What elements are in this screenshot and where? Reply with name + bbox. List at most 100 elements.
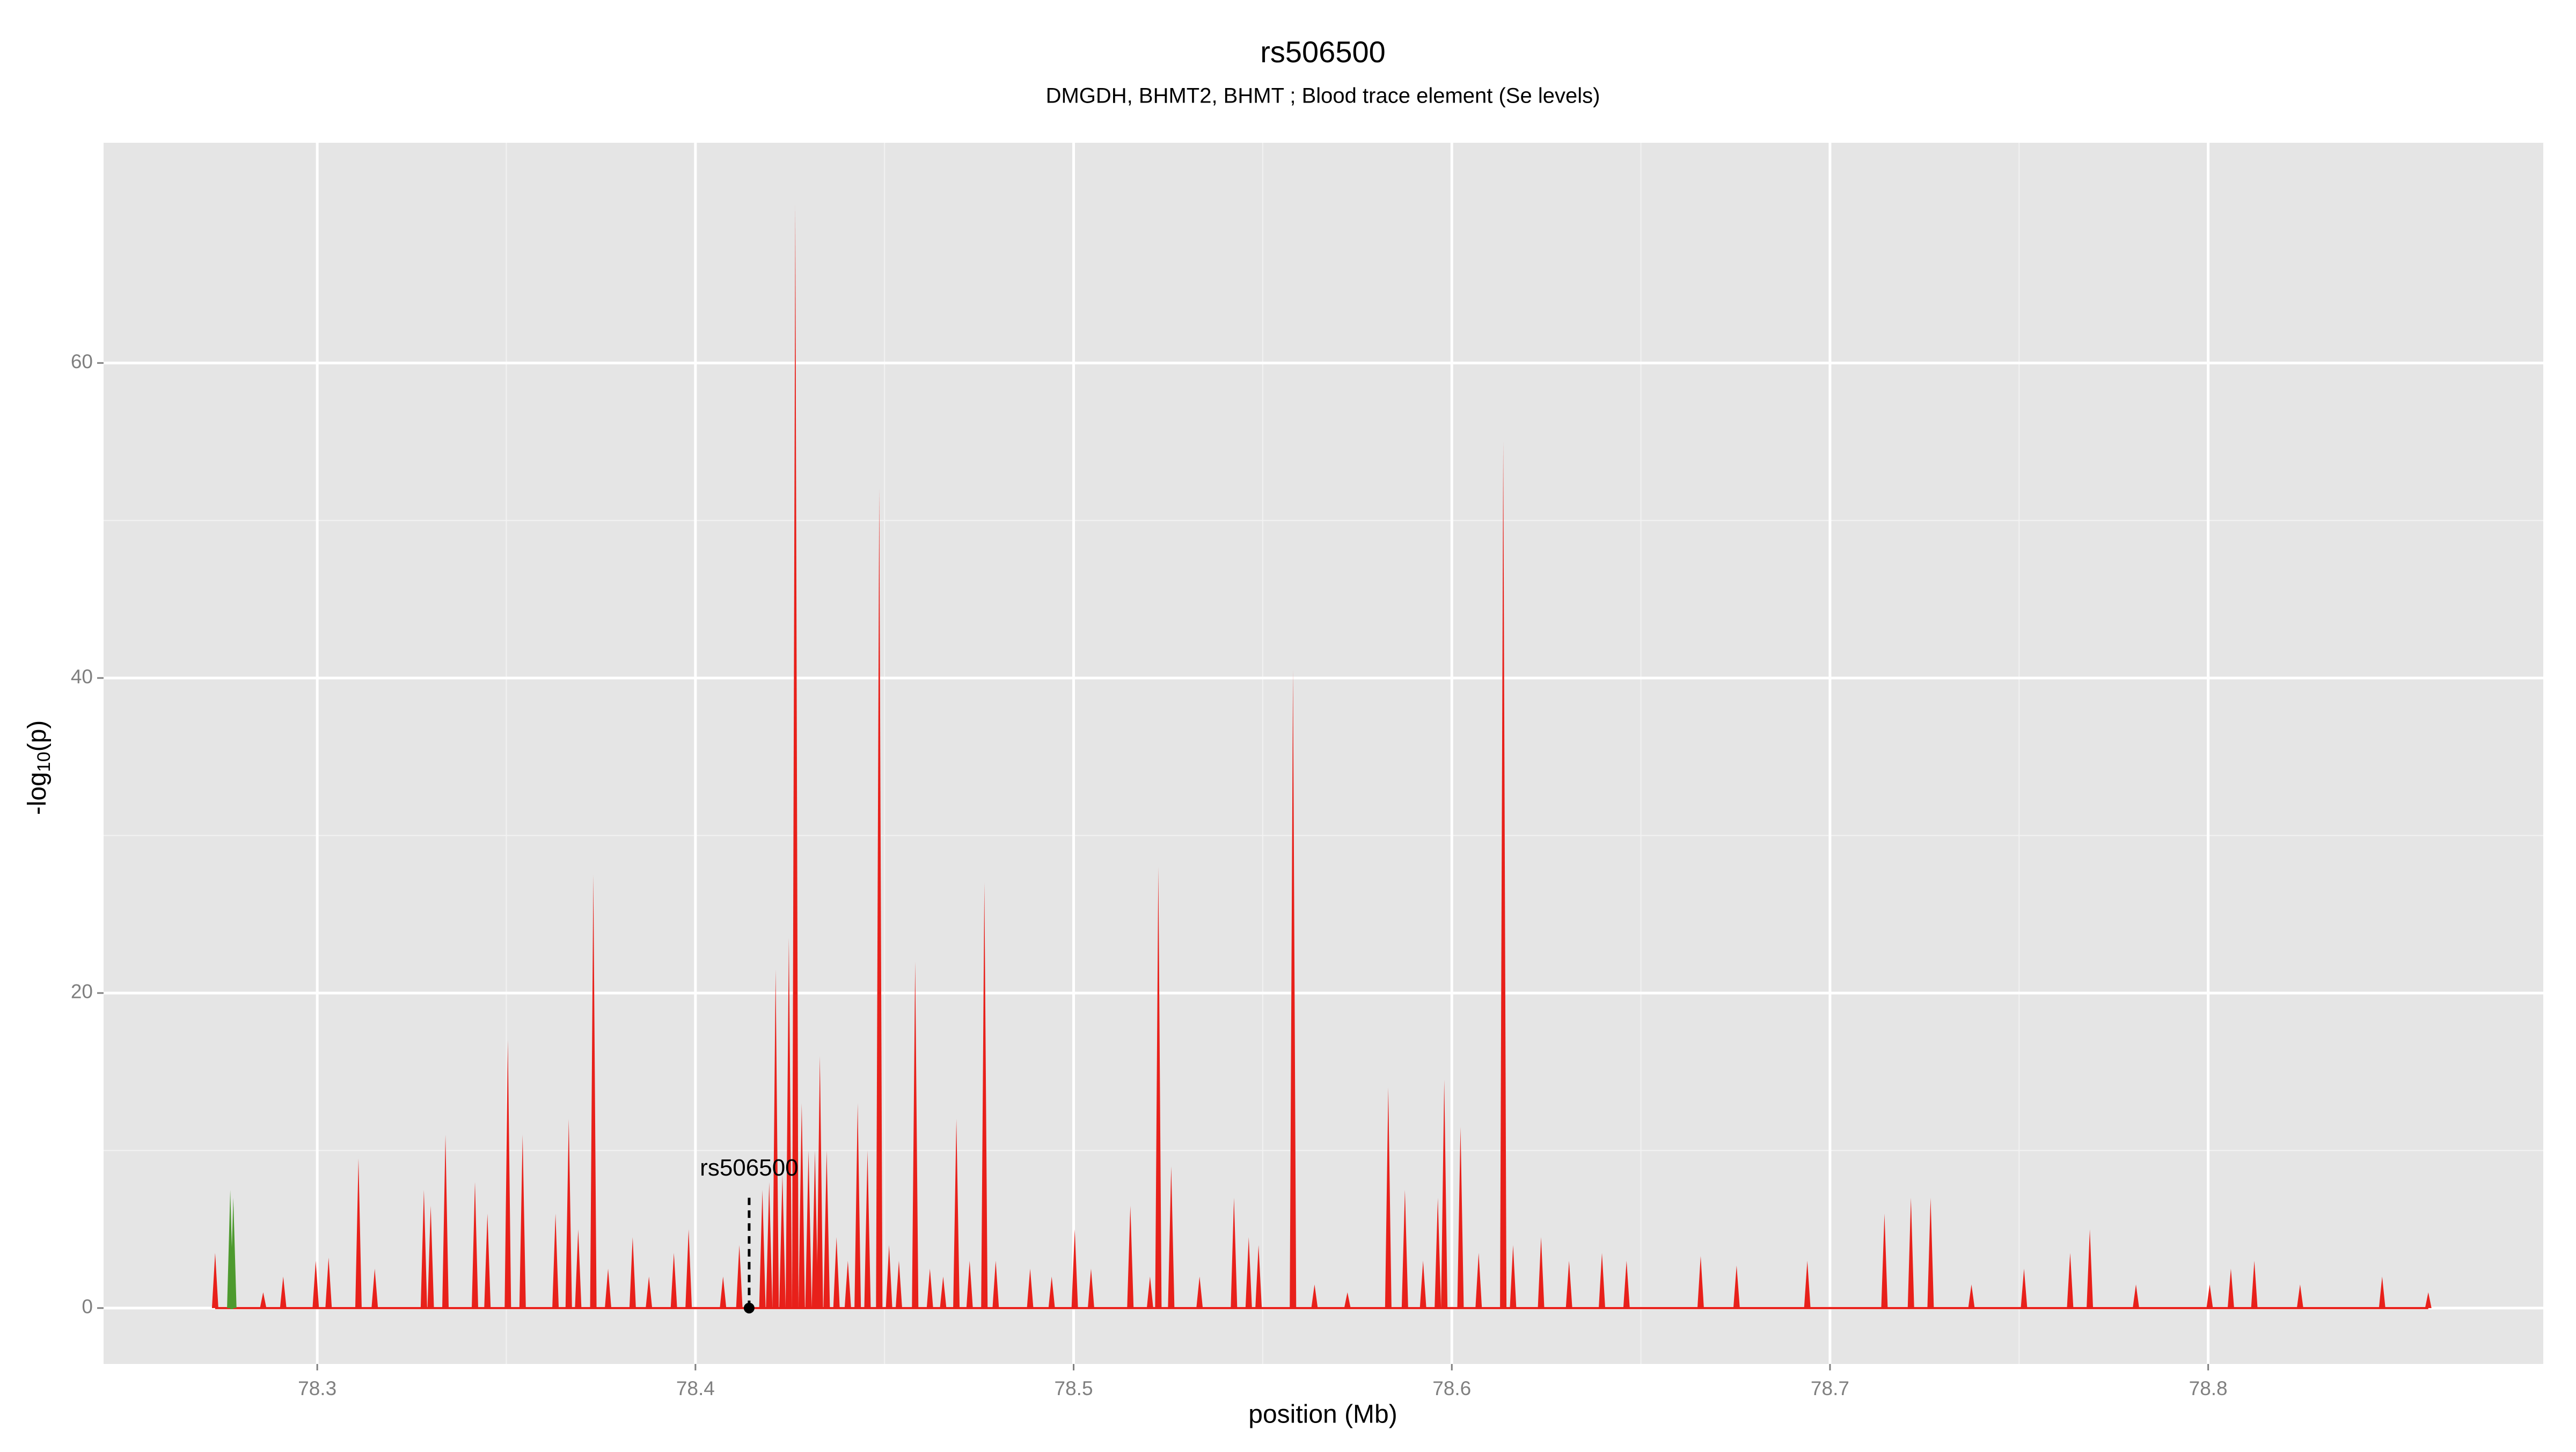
spike bbox=[1048, 1276, 1055, 1308]
spike bbox=[1697, 1256, 1704, 1308]
spike bbox=[895, 1260, 902, 1308]
spike bbox=[2067, 1253, 2074, 1308]
spike bbox=[1401, 1190, 1408, 1308]
spike bbox=[1623, 1260, 1630, 1308]
y-axis-title-subscript: 10 bbox=[34, 751, 54, 772]
spike bbox=[442, 1135, 449, 1308]
spike bbox=[966, 1260, 973, 1308]
spike bbox=[766, 1182, 773, 1308]
spike bbox=[504, 1040, 511, 1308]
y-axis-title-base: -log bbox=[23, 772, 52, 815]
spike bbox=[2087, 1229, 2094, 1308]
spike bbox=[864, 1150, 871, 1308]
spike bbox=[816, 1056, 823, 1308]
spike bbox=[1155, 867, 1162, 1308]
spike bbox=[1510, 1245, 1517, 1308]
spike bbox=[1419, 1260, 1426, 1308]
spike bbox=[2251, 1260, 2258, 1308]
spike bbox=[940, 1276, 947, 1308]
chart-subtitle: DMGDH, BHMT2, BHMT ; Blood trace element… bbox=[1046, 84, 1600, 108]
spike bbox=[854, 1103, 861, 1308]
x-tick-label: 78.5 bbox=[1055, 1377, 1093, 1399]
spike bbox=[1027, 1268, 1034, 1308]
spike bbox=[2133, 1284, 2140, 1308]
spike bbox=[1804, 1260, 1811, 1308]
spike bbox=[1311, 1284, 1318, 1308]
spike bbox=[1881, 1213, 1888, 1308]
spike bbox=[1344, 1292, 1351, 1308]
spike bbox=[720, 1276, 727, 1308]
spike bbox=[2379, 1276, 2385, 1308]
spike bbox=[823, 1150, 830, 1308]
spike bbox=[575, 1229, 582, 1308]
spike bbox=[1245, 1237, 1252, 1308]
spike bbox=[1196, 1276, 1203, 1308]
spike bbox=[759, 1190, 766, 1308]
y-axis-title: -log10(p) bbox=[23, 720, 54, 815]
annotation-point bbox=[743, 1302, 755, 1314]
chart-title: rs506500 bbox=[1260, 35, 1386, 69]
x-axis-title: position (Mb) bbox=[1248, 1400, 1397, 1429]
y-tick-label: 20 bbox=[71, 981, 93, 1003]
spike bbox=[1255, 1245, 1262, 1308]
x-tick-label: 78.6 bbox=[1432, 1377, 1471, 1399]
spike bbox=[779, 1174, 786, 1308]
spike bbox=[552, 1213, 559, 1308]
spike bbox=[844, 1260, 851, 1308]
spike bbox=[484, 1213, 491, 1308]
spike bbox=[992, 1260, 999, 1308]
spike bbox=[1231, 1198, 1238, 1308]
spike bbox=[519, 1135, 526, 1308]
spike bbox=[805, 1150, 812, 1308]
x-tick-label: 78.3 bbox=[298, 1377, 336, 1399]
x-tick-label: 78.8 bbox=[2189, 1377, 2228, 1399]
spike bbox=[685, 1229, 692, 1308]
spike bbox=[1435, 1198, 1441, 1308]
spike bbox=[1475, 1253, 1482, 1308]
spike bbox=[590, 874, 597, 1308]
spike bbox=[1385, 1088, 1392, 1308]
spike bbox=[2206, 1284, 2213, 1308]
spike bbox=[2425, 1292, 2432, 1308]
spike bbox=[811, 1150, 818, 1308]
spike bbox=[1538, 1237, 1545, 1308]
spike bbox=[1087, 1268, 1094, 1308]
spike bbox=[833, 1237, 840, 1308]
spike bbox=[472, 1182, 479, 1308]
spike bbox=[1599, 1253, 1606, 1308]
spike bbox=[211, 1253, 218, 1308]
y-tick-label: 60 bbox=[71, 351, 93, 373]
spike bbox=[798, 1103, 805, 1308]
spike bbox=[2021, 1268, 2028, 1308]
spike bbox=[792, 205, 799, 1308]
spike bbox=[876, 488, 883, 1308]
spike bbox=[629, 1237, 636, 1308]
y-axis-title-rest: (p) bbox=[23, 720, 52, 752]
x-tick-label: 78.7 bbox=[1811, 1377, 1849, 1399]
spike bbox=[2227, 1268, 2234, 1308]
spike bbox=[1457, 1127, 1464, 1308]
spike bbox=[1290, 670, 1297, 1308]
spike bbox=[981, 882, 988, 1308]
spike bbox=[953, 1119, 960, 1308]
spike bbox=[371, 1268, 378, 1308]
spike bbox=[1168, 1166, 1175, 1308]
spike bbox=[785, 938, 792, 1308]
spike bbox=[1146, 1276, 1153, 1308]
spike bbox=[772, 969, 779, 1308]
spike bbox=[1127, 1206, 1134, 1308]
spike bbox=[1907, 1198, 1914, 1308]
y-tick-label: 40 bbox=[71, 666, 93, 688]
spike bbox=[420, 1190, 427, 1308]
spike bbox=[1071, 1229, 1078, 1308]
spike bbox=[1500, 441, 1507, 1308]
spike bbox=[736, 1245, 743, 1308]
spike bbox=[565, 1119, 572, 1308]
spike bbox=[325, 1257, 332, 1308]
spike bbox=[427, 1206, 434, 1308]
spike bbox=[312, 1260, 319, 1308]
annotation-label: rs506500 bbox=[700, 1155, 798, 1181]
spike bbox=[355, 1158, 362, 1308]
spike bbox=[1733, 1265, 1740, 1308]
